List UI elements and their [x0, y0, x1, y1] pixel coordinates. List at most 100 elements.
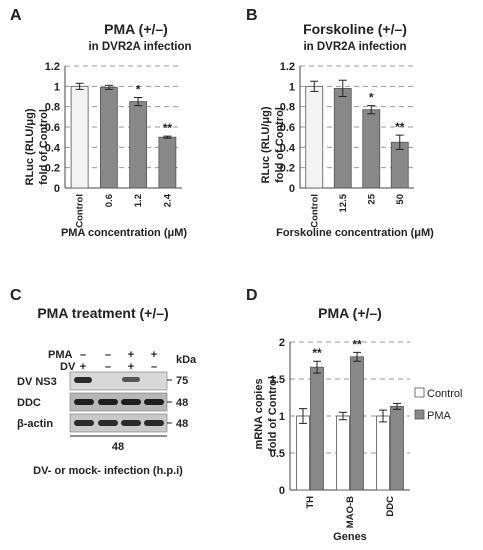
chart-d-xlabel: Genes [333, 531, 367, 543]
timepoint-label: 48 [112, 441, 124, 453]
y-tick-label: 0.8 [45, 102, 60, 114]
y-tick-label: 2 [279, 337, 285, 349]
bar-control [305, 85, 324, 189]
bar-25 [362, 109, 381, 189]
chart-d-ylabel2: fold of Control [267, 376, 279, 452]
panel-letter-a: A [10, 7, 22, 24]
significance-marker: ** [163, 121, 173, 135]
blot-strip-ddc [69, 392, 168, 412]
band-actin-lane3 [121, 420, 141, 426]
band-label-dv-ns3: DV NS3 [17, 376, 57, 388]
row-label-pma: PMA [48, 349, 73, 361]
category-label: 1.2 [133, 194, 144, 207]
category-label: Control [75, 194, 86, 228]
significance-marker: * [369, 91, 374, 105]
y-tick-label: 0.8 [280, 102, 295, 114]
blot-strip-beta-actin [69, 413, 168, 433]
pma-sign: + [128, 349, 134, 361]
pma-sign: – [80, 349, 86, 361]
legend-label: Control [427, 388, 462, 400]
category-label: 2.4 [162, 193, 173, 207]
legend-swatch [414, 387, 425, 398]
panel-letter-c: C [10, 287, 22, 304]
band-ddc-lane4 [144, 399, 164, 405]
category-label: 50 [395, 194, 406, 205]
category-label: 0.6 [104, 194, 115, 207]
y-tick-label: 1 [54, 81, 60, 93]
y-tick-label: 0.2 [280, 163, 295, 175]
kda-label: kDa [176, 354, 197, 366]
chart-a-title: PMA (+/–) [104, 21, 168, 37]
dv-signs: + – + – [80, 361, 157, 373]
bar-mao-b-s0 [336, 415, 350, 491]
marker-48-ddc: 48 [176, 397, 188, 409]
pma-sign: + [151, 349, 157, 361]
band-ddc-lane1 [74, 399, 94, 405]
dv-sign: – [105, 361, 111, 373]
significance-marker: * [136, 83, 141, 97]
panel-letter-b: B [246, 7, 258, 24]
chart-b-title: Forskoline (+/–) [303, 21, 407, 37]
western-blot-panel: PMA treatment (+/–) PMA DV – – + + + – + – kDa… [17, 305, 197, 477]
category-label: 25 [366, 193, 377, 204]
category-label: TH [305, 496, 316, 509]
dv-sign: + [80, 361, 86, 373]
y-tick-label: 0.5 [270, 448, 285, 460]
y-tick-label: 1 [279, 411, 285, 423]
y-tick-label: 1.2 [280, 61, 295, 73]
y-tick-label: 0.6 [45, 122, 60, 134]
chart-b-xlabel: Forskoline concentration (μM) [276, 227, 434, 239]
chart-b-ylabel: RLuc (RLU/μg) [260, 106, 272, 183]
y-tick-label: 0.6 [280, 122, 295, 134]
y-tick-label: 0 [54, 183, 60, 195]
chart-b-subtitle: in DVR2A infection [303, 41, 406, 53]
band-label-ddc: DDC [17, 397, 41, 409]
pma-signs: – – + + [80, 349, 157, 361]
band-label-beta-actin: β-actin [17, 418, 53, 430]
band-ns3-lane1 [74, 377, 92, 383]
legend-swatch [414, 409, 425, 420]
y-tick-label: 0 [289, 183, 295, 195]
band-actin-lane2 [98, 420, 118, 426]
category-label: DDC [385, 496, 396, 517]
blot-title: PMA treatment (+/–) [37, 305, 168, 321]
dv-sign: + [128, 361, 134, 373]
chart-a-xlabel: PMA concentration (μM) [61, 227, 187, 239]
significance-marker: ** [395, 120, 405, 134]
panel-letter-d: D [246, 287, 258, 304]
bar-th-s0 [296, 415, 310, 491]
chart-b-ylabel2: fold of Control [274, 107, 286, 183]
y-tick-label: 1.2 [45, 61, 60, 73]
bar-1-2 [129, 101, 148, 189]
band-actin-lane4 [144, 420, 164, 426]
blot-strip-dv-ns3 [69, 371, 168, 391]
category-label: Control [309, 194, 320, 228]
y-tick-label: 0.4 [45, 142, 61, 154]
band-ddc-lane3 [121, 399, 141, 405]
y-tick-label: 0 [279, 485, 285, 497]
bar-ddc-s1 [390, 405, 404, 491]
row-label-dv: DV [60, 361, 76, 373]
blot-caption: DV- or mock- infection (h.p.i) [33, 465, 183, 477]
chart-d-ylabel: mRNA copies [253, 378, 265, 449]
bar-2-4 [158, 136, 177, 189]
chart-b: Forskoline (+/–) in DVR2A infection RLuc… [260, 21, 434, 239]
legend-label: PMA [427, 410, 452, 422]
bar-mao-b-s1 [350, 356, 364, 491]
y-tick-label: 0.4 [280, 142, 296, 154]
band-actin-lane1 [74, 420, 94, 426]
chart-a: PMA (+/–) in DVR2A infection RLuc (RLU/μ… [24, 21, 192, 239]
bar-th-s1 [310, 366, 324, 491]
category-label: MAO-B [345, 496, 356, 528]
band-ddc-lane2 [98, 399, 118, 405]
significance-marker: ** [352, 337, 362, 351]
chart-d: PMA (+/–) mRNA copies fold of Control Ge… [253, 305, 462, 543]
bar-12-5 [333, 87, 352, 189]
chart-a-ylabel2: fold of Control [38, 109, 50, 185]
band-ns3-lane3 [122, 377, 140, 382]
significance-marker: ** [312, 346, 322, 360]
y-tick-label: 0.2 [45, 163, 60, 175]
bar-control [70, 85, 89, 189]
chart-d-title: PMA (+/–) [318, 305, 382, 321]
